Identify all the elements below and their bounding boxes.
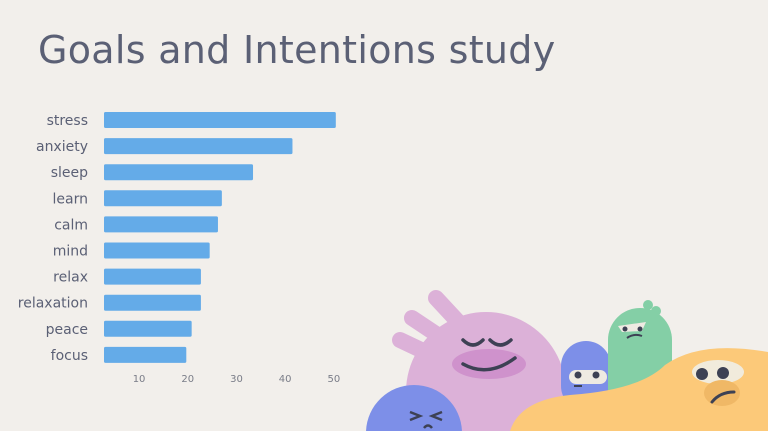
bar-peace (104, 320, 192, 337)
bar-stress (104, 112, 336, 128)
bar-relax (104, 268, 201, 285)
category-label-focus: focus (51, 348, 88, 364)
category-label-relaxation: relaxation (18, 296, 88, 312)
blue-bottom-character (366, 384, 462, 431)
x-tick-label-50: 50 (327, 374, 340, 385)
bar-sleep (104, 164, 254, 181)
category-label-mind: mind (53, 244, 88, 260)
category-label-relax: relax (53, 270, 88, 286)
bar-anxiety (104, 138, 293, 155)
category-label-calm: calm (54, 217, 88, 233)
category-label-peace: peace (46, 322, 88, 338)
x-tick-label-30: 30 (230, 374, 243, 385)
category-label-sleep: sleep (51, 165, 88, 181)
bar-calm (104, 216, 218, 233)
bar-relaxation (104, 294, 201, 311)
x-tick-label-40: 40 (279, 374, 292, 385)
bar-mind (104, 242, 210, 259)
category-label-stress: stress (47, 113, 88, 129)
x-tick-label-20: 20 (181, 374, 194, 385)
category-label-anxiety: anxiety (36, 139, 88, 155)
bar-focus (104, 346, 187, 363)
page-title: Goals and Intentions study (38, 28, 556, 72)
category-label-learn: learn (53, 191, 88, 207)
yellow-character (510, 348, 768, 431)
bar-learn (104, 190, 222, 207)
x-tick-label-10: 10 (133, 374, 146, 385)
